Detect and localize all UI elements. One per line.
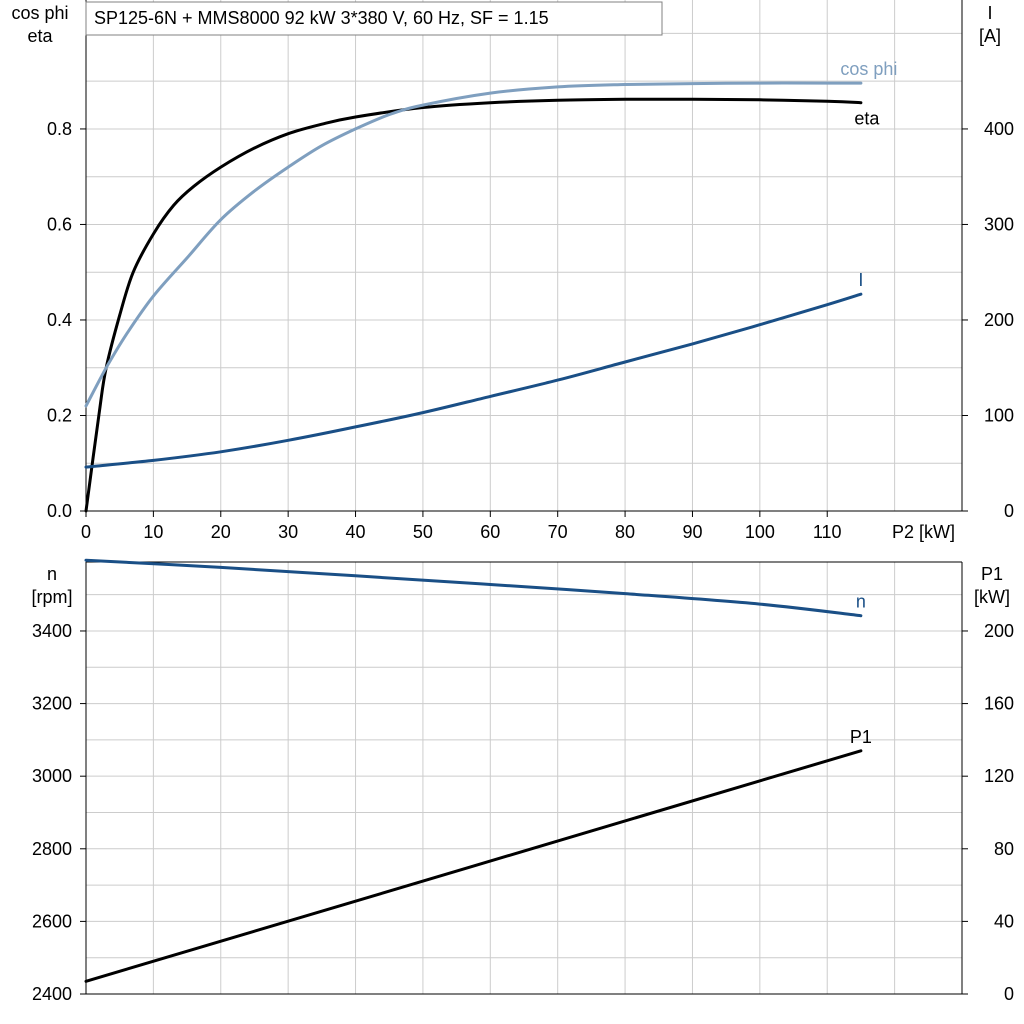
y-right-tick-label: 100: [984, 405, 1014, 425]
y-right-tick-label: 200: [984, 310, 1014, 330]
x-tick-label: 100: [745, 522, 775, 542]
y-left-tick-label: 0.8: [47, 119, 72, 139]
x-tick-label: 80: [615, 522, 635, 542]
labels: 0 10 20 30 40 50 60 70 80 90 100 110 P2 [kW] 0.0 0.2 0.…: [11, 3, 1014, 1004]
y-right-tick-label: 160: [984, 694, 1014, 714]
current-series-label: I: [858, 270, 863, 290]
y-right-axis-title: [kW]: [974, 587, 1010, 607]
cos-phi-series-label: cos phi: [840, 59, 897, 79]
x-tick-label: 10: [143, 522, 163, 542]
x-tick-label: 50: [413, 522, 433, 542]
y-right-tick-label: 40: [994, 911, 1014, 931]
y-left-tick-label: 2800: [32, 839, 72, 859]
y-left-tick-label: 3000: [32, 766, 72, 786]
y-right-tick-label: 80: [994, 839, 1014, 859]
y-left-axis-title: cos phi: [11, 3, 68, 23]
y-right-tick-label: 300: [984, 214, 1014, 234]
y-left-tick-label: 0.0: [47, 501, 72, 521]
p1-series-label: P1: [850, 727, 872, 747]
y-left-axis-title: n: [47, 564, 57, 584]
y-left-axis-title: [rpm]: [31, 587, 72, 607]
cos-phi-curve: [84, 81, 863, 408]
y-right-tick-label: 0: [1004, 501, 1014, 521]
y-left-tick-label: 0.6: [47, 214, 72, 234]
x-axis-label: P2 [kW]: [892, 522, 955, 542]
p1-curve: [84, 749, 863, 983]
speed-series-label: n: [856, 592, 866, 612]
title-box: [85, 1, 663, 36]
x-tick-label: 0: [81, 522, 91, 542]
y-left-tick-label: 2400: [32, 984, 72, 1004]
y-right-tick-label: 0: [1004, 984, 1014, 1004]
y-right-axis-title: I: [987, 3, 992, 23]
curves: [84, 81, 863, 983]
y-right-tick-label: 120: [984, 766, 1014, 786]
x-tick-label: 70: [548, 522, 568, 542]
x-tick-label: 40: [346, 522, 366, 542]
y-right-axis-title: P1: [981, 564, 1003, 584]
y-left-tick-label: 3200: [32, 694, 72, 714]
y-left-tick-label: 0.2: [47, 405, 72, 425]
y-left-tick-label: 3400: [32, 621, 72, 641]
eta-curve: [84, 97, 863, 513]
eta-series-label: eta: [854, 109, 880, 129]
y-left-tick-label: 0.4: [47, 310, 72, 330]
y-left-axis-title: eta: [27, 26, 53, 46]
chart-title: SP125-6N + MMS8000 92 kW 3*380 V, 60 Hz,…: [94, 8, 549, 28]
x-tick-label: 30: [278, 522, 298, 542]
x-tick-label: 60: [480, 522, 500, 542]
x-tick-label: 90: [682, 522, 702, 542]
y-right-tick-label: 400: [984, 119, 1014, 139]
x-tick-label: 20: [211, 522, 231, 542]
y-left-tick-label: 2600: [32, 911, 72, 931]
y-right-tick-label: 200: [984, 621, 1014, 641]
x-tick-label: 110: [813, 522, 842, 542]
speed-curve: [84, 558, 863, 618]
y-right-axis-title: [A]: [979, 26, 1001, 46]
current-curve: [84, 292, 863, 469]
axes: [80, 0, 968, 995]
